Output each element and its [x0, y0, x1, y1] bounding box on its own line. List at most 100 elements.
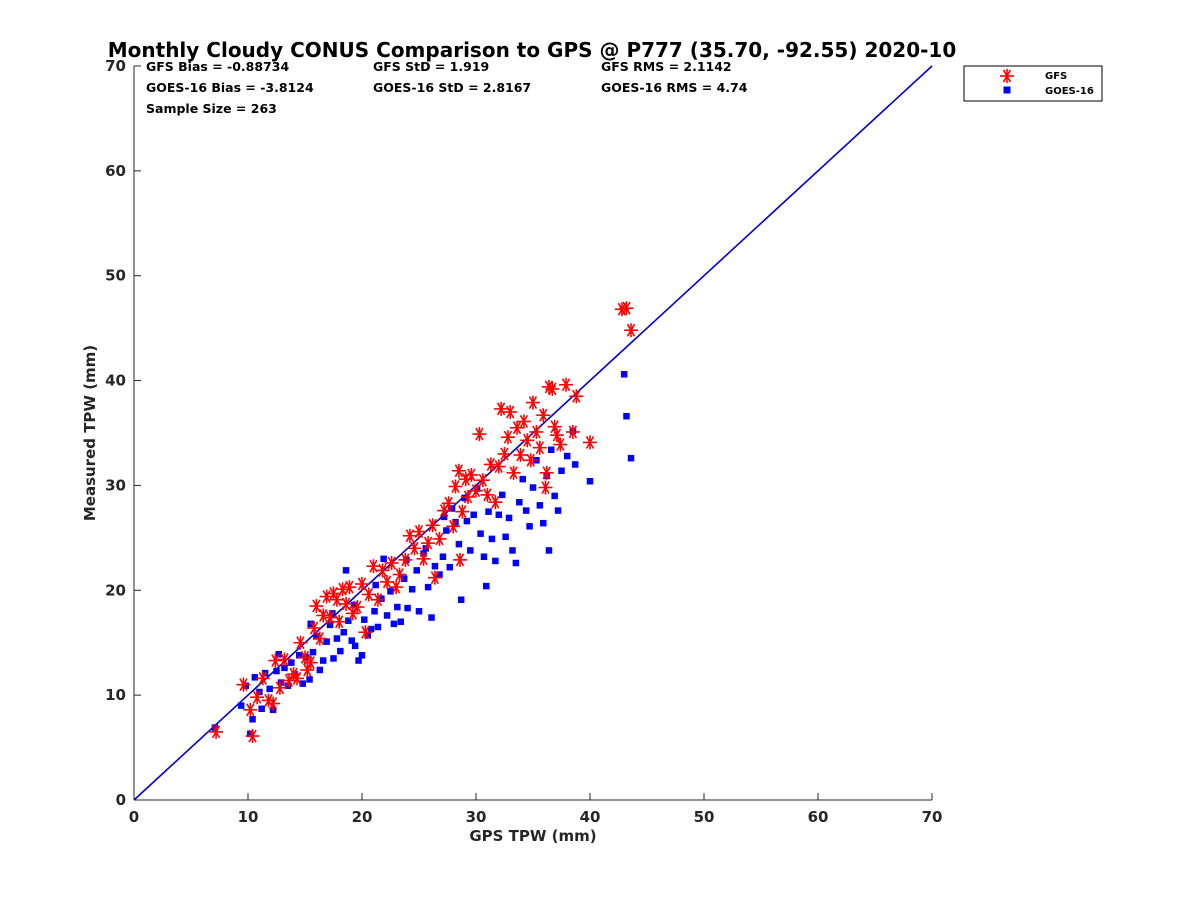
goes16-point [273, 667, 280, 675]
goes16-point [323, 638, 330, 645]
goes16-point [413, 567, 420, 574]
x-tick-label: 50 [694, 808, 715, 826]
gfs-point [316, 608, 331, 623]
goes16-point [326, 621, 334, 629]
gfs-point [545, 381, 560, 396]
gfs-std-stat: GFS StD = 1.919 [373, 59, 489, 74]
goes16-point [415, 608, 423, 615]
goes16-point [281, 664, 288, 672]
goes16-point [467, 547, 474, 554]
goes16-point [299, 680, 306, 687]
gfs-point [243, 702, 258, 717]
gfs-point [361, 587, 376, 602]
goes16-point [495, 511, 503, 519]
goes16-point [350, 601, 358, 609]
legend-gfs-label: GFS [1045, 71, 1067, 82]
goes16-point [540, 519, 547, 527]
goes16-point [428, 614, 435, 621]
gfs-point [339, 596, 354, 611]
gfs-point [475, 473, 490, 488]
goes16-point [563, 452, 571, 460]
gfs-point [538, 480, 553, 495]
y-tick-label: 0 [116, 791, 126, 809]
goes16-point [340, 628, 348, 636]
gfs-point [407, 541, 422, 556]
goes16-point [463, 517, 471, 525]
legend-goes16-marker [1003, 86, 1011, 94]
gfs-point [277, 652, 292, 667]
goes16-point [306, 676, 313, 683]
goes16-point [337, 647, 344, 655]
gfs-point [532, 440, 547, 455]
plot-clip-group [133, 65, 933, 801]
y-tick-label: 20 [105, 581, 126, 599]
x-tick-label: 70 [922, 808, 943, 826]
gfs-point [312, 631, 327, 646]
goes16-point [345, 617, 352, 624]
goes16-point [342, 567, 350, 574]
goes16-point [627, 454, 635, 462]
goes16-point [400, 575, 408, 583]
gfs-point [350, 600, 365, 615]
goes16-point [211, 724, 219, 731]
legend: GFS GOES-16 [963, 65, 1103, 102]
goes16-point [488, 535, 496, 543]
gfs-point [358, 625, 373, 640]
gfs-point [539, 465, 554, 480]
gfs-point [375, 563, 390, 578]
legend-goes16-label: GOES-16 [1045, 86, 1094, 97]
x-tick-label: 30 [466, 808, 487, 826]
gfs-point [446, 519, 461, 534]
gfs-point [516, 414, 531, 429]
goes16-point [502, 533, 509, 541]
goes16-point [367, 625, 375, 633]
goes16-point [492, 557, 499, 565]
gfs-point [255, 671, 270, 686]
goes16-point [296, 652, 303, 659]
gfs-point [464, 467, 479, 482]
x-axis-label: GPS TPW (mm) [469, 827, 596, 845]
goes16-point [348, 637, 355, 644]
gfs-point [469, 483, 483, 498]
gfs-point [569, 389, 584, 404]
goes16-point [443, 527, 450, 534]
gfs-point [307, 621, 322, 636]
gfs-point [526, 395, 540, 410]
gfs-point [245, 729, 260, 744]
gfs-point [303, 655, 318, 670]
gfs-point [513, 448, 528, 463]
goes16-point [319, 657, 327, 664]
goes16-point [251, 674, 259, 681]
gfs-point [472, 427, 487, 442]
goes16-point [390, 620, 398, 628]
goes16-point [288, 659, 295, 666]
gfs-point [488, 495, 503, 510]
goes-bias-stat: GOES-16 Bias = -3.8124 [146, 80, 314, 95]
goes16-point [358, 652, 366, 659]
y-axis-label: Measured TPW (mm) [81, 345, 99, 521]
goes16-point [258, 705, 265, 713]
gfs-point [624, 323, 639, 338]
goes16-point [330, 655, 337, 662]
goes16-point [547, 446, 555, 454]
goes16-point [424, 583, 432, 591]
goes16-point [446, 563, 454, 571]
gfs-point [209, 724, 224, 739]
goes16-point [505, 514, 513, 522]
y-tick-label: 40 [105, 372, 126, 390]
gfs-point [342, 580, 357, 595]
sample-size-stat: Sample Size = 263 [146, 101, 277, 116]
gfs-point [520, 433, 535, 448]
legend-box [963, 65, 1103, 102]
goes16-point [431, 562, 439, 570]
y-tick-label: 30 [105, 476, 126, 494]
gfs-point [384, 556, 399, 571]
goes16-point [380, 555, 387, 563]
goes16-point [470, 511, 477, 519]
goes16-point [516, 498, 523, 506]
axes: 0 10 20 30 40 50 60 70 0 10 20 30 40 50 60 70 [105, 57, 942, 826]
gfs-point [553, 437, 568, 452]
goes16-point [374, 623, 382, 631]
gfs-point [332, 614, 347, 629]
